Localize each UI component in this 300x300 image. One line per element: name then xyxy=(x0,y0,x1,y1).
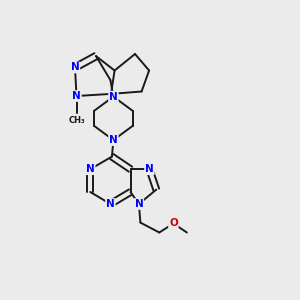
Text: N: N xyxy=(106,199,115,209)
Text: N: N xyxy=(145,164,154,174)
Text: O: O xyxy=(169,218,178,229)
Text: N: N xyxy=(134,199,143,209)
Text: N: N xyxy=(72,91,81,101)
Text: CH₃: CH₃ xyxy=(68,116,85,125)
Text: N: N xyxy=(109,135,118,145)
Text: N: N xyxy=(70,62,80,73)
Text: N: N xyxy=(86,164,95,174)
Text: N: N xyxy=(109,92,118,102)
